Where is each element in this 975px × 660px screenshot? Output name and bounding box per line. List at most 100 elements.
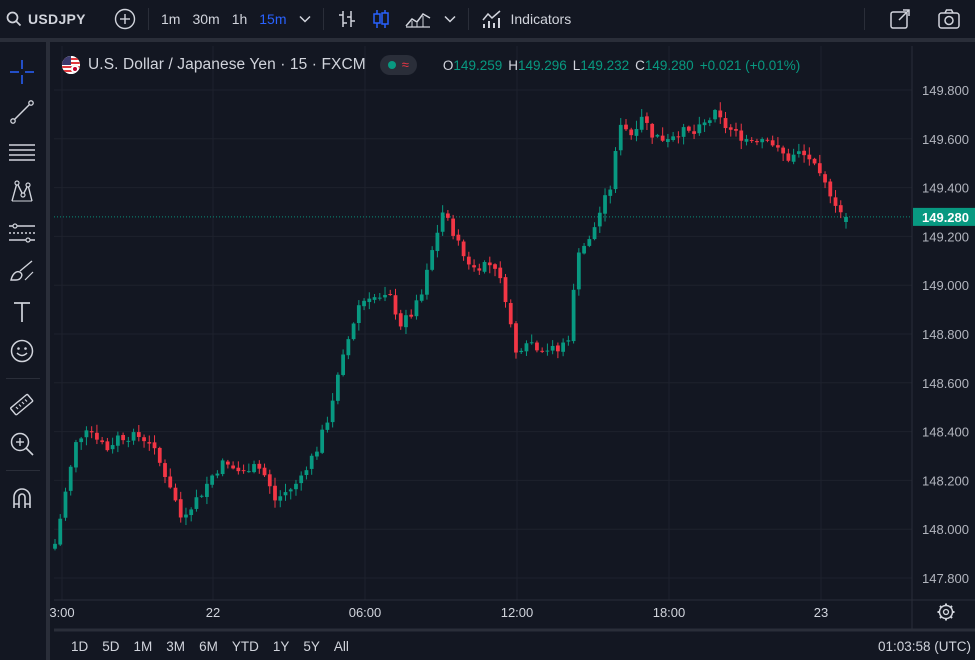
magnet-tool[interactable] [4,480,40,516]
candle-body [561,342,566,352]
candle-body [335,374,340,401]
indicators-label: Indicators [510,11,572,27]
candle-body [728,127,733,130]
interval-30m[interactable]: 30m [192,11,220,27]
camera-icon [938,9,960,29]
candle-body [603,195,607,214]
range-1m[interactable]: 1M [133,639,153,654]
candle [210,474,215,488]
brush-tool[interactable] [4,254,40,290]
candle-body [377,297,382,299]
candle [451,214,456,240]
candle-body [456,234,461,241]
candle-body [629,129,634,136]
candle-body [115,435,120,446]
candle-body [100,440,105,443]
candle-body [796,151,801,154]
candle [168,468,173,489]
candle [236,461,241,475]
candle [419,289,424,303]
price-tick-label: 149.800 [922,83,969,98]
measure-tool[interactable] [4,387,40,423]
candle-body [309,455,314,469]
area-style-button[interactable] [398,8,438,30]
fib-levels-icon [9,144,35,161]
pattern-tool[interactable] [4,174,40,210]
market-status-badge[interactable]: ≈ [379,55,417,75]
candle-body [592,227,597,240]
toolbar-divider [322,8,324,30]
gear-tooth [949,605,953,609]
candle [409,309,414,319]
candle-body [121,435,125,441]
forecast-tool[interactable] [4,214,40,250]
text-tool[interactable] [4,294,40,330]
candle [718,102,723,124]
range-1d[interactable]: 1D [71,639,89,654]
utc-clock[interactable]: 01:03:58 (UTC) [877,639,971,654]
bars-style-button[interactable] [330,8,364,30]
candle-body [220,460,225,475]
candle [231,461,235,470]
trendline-tool[interactable] [4,94,40,130]
interval-1h[interactable]: 1h [231,11,248,27]
candle-body [393,295,398,315]
candle [713,109,717,123]
interval-dropdown[interactable] [293,15,317,23]
range-5d[interactable]: 5D [102,639,120,654]
indicators-button[interactable]: Indicators [475,8,572,30]
emoji-tool[interactable] [4,333,40,369]
candle-body [524,343,529,352]
range-6m[interactable]: 6M [199,639,218,654]
candle [152,435,157,455]
interval-1m[interactable]: 1m [161,11,181,27]
compare-button[interactable] [108,8,142,30]
candle-body [273,485,277,501]
candle [335,372,340,405]
fib-tool[interactable] [4,134,40,170]
candle [362,298,366,311]
range-all[interactable]: All [333,639,349,654]
candle-body [744,139,749,142]
candle [597,206,602,233]
candle-body [330,400,335,423]
candle [414,294,419,320]
open-in-new-window-button[interactable] [883,8,917,30]
candle [634,120,639,142]
chart-settings-icon[interactable] [937,603,955,621]
candles-style-button[interactable] [364,8,398,30]
candle [262,463,267,477]
interval-15m[interactable]: 15m [259,11,287,27]
snapshot-button[interactable] [931,8,967,30]
zoom-tool[interactable] [4,426,40,462]
toolbar-divider [467,8,469,30]
candle-body [556,345,560,352]
range-ytd[interactable]: YTD [231,639,259,654]
pattern-icon [11,180,33,202]
low-label: L [572,57,581,73]
candle [199,494,204,498]
candle-body [184,514,188,518]
range-3m[interactable]: 3M [166,639,186,654]
candle-body [812,158,817,164]
price-tick-label: 148.600 [922,376,969,391]
price-tick-label: 148.800 [922,327,969,342]
candle-body [414,300,419,317]
candle-body [828,181,833,197]
candle [404,309,408,334]
price-tick-label: 148.200 [922,473,969,488]
range-1y[interactable]: 1Y [272,639,290,654]
symbol-search[interactable]: USDJPY [0,11,106,27]
candle [184,507,188,526]
chart-type-dropdown[interactable] [438,15,462,23]
chart-background [54,46,975,660]
crosshair-tool[interactable] [4,54,40,90]
range-5y[interactable]: 5Y [303,639,320,654]
candle-body [257,463,262,469]
candle [666,133,670,148]
change-value: +0.021 (+0.01%) [699,57,801,73]
legend-title[interactable]: U.S. Dollar / Japanese Yen · 15 · FXCM [88,56,366,73]
candle-body [760,139,765,143]
price-tick-label: 149.200 [922,229,969,244]
